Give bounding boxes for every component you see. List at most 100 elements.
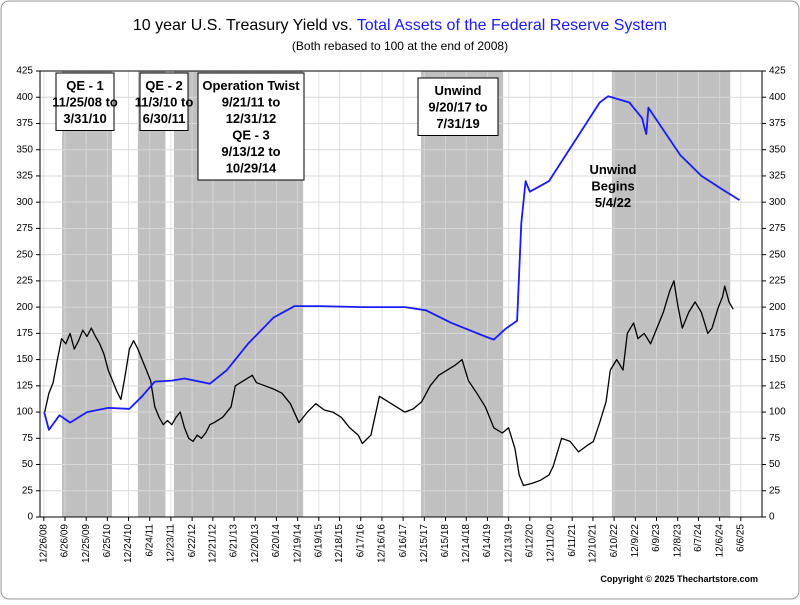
x-tick-label: 12/23/11 [166, 524, 177, 563]
annotation-text: QE - 3 [232, 128, 270, 143]
y2-tick-label: 225 [769, 276, 786, 287]
annotation-box [197, 72, 305, 181]
y2-tick-label: 425 [769, 66, 786, 77]
plot-border [39, 70, 763, 518]
y2-tick-label: 275 [769, 223, 786, 234]
annotation-text: Unwind [435, 83, 482, 98]
annotation-box [139, 72, 189, 131]
annotation-text: 9/13/12 to [221, 144, 280, 159]
annotation-text: 6/30/11 [143, 111, 186, 126]
y2-tick-label: 200 [769, 302, 786, 313]
x-tick-label: 12/16/16 [377, 524, 388, 563]
y2-tick-label: 0 [769, 512, 775, 523]
x-tick-label: 12/19/14 [292, 524, 303, 563]
y2-tick-label: 400 [769, 92, 786, 103]
y2-tick-label: 325 [769, 171, 786, 182]
y2-tick-label: 300 [769, 197, 786, 208]
y-tick-label: 275 [16, 223, 33, 234]
x-tick-label: 6/10/22 [609, 524, 620, 558]
y-tick-label: 150 [16, 354, 33, 365]
y-tick-label: 175 [16, 328, 33, 339]
x-tick-label: 6/21/13 [229, 524, 240, 558]
y-tick-label: 350 [16, 144, 33, 155]
x-tick-label: 12/11/20 [546, 524, 557, 563]
y-tick-label: 400 [16, 92, 33, 103]
y-tick-label: 75 [22, 433, 34, 444]
x-tick-label: 6/25/10 [102, 524, 113, 558]
y-tick-label: 375 [16, 118, 33, 129]
annotation-text: 11/25/08 to [52, 95, 118, 110]
x-tick-label: 12/25/09 [81, 524, 92, 563]
y-tick-label: 50 [22, 459, 34, 470]
annotation-text: 11/3/10 to [135, 95, 194, 110]
annotation-text: Unwind [590, 162, 637, 177]
y-tick-label: 250 [16, 249, 33, 260]
x-tick-label: 12/15/17 [419, 524, 430, 563]
chart-title: 10 year U.S. Treasury Yield vs. Total As… [133, 17, 667, 34]
x-tick-label: 12/14/18 [461, 524, 472, 563]
y-tick-label: 25 [22, 485, 34, 496]
y2-tick-label: 125 [769, 380, 786, 391]
shaded-band [612, 71, 731, 517]
copyright: Copyright © 2025 Thechartstore.com [600, 574, 758, 584]
x-tick-label: 6/7/24 [693, 524, 704, 552]
x-tick-label: 12/13/19 [503, 524, 514, 563]
y2-tick-label: 100 [769, 407, 786, 418]
x-tick-label: 12/9/22 [630, 524, 641, 558]
series-line [43, 95, 740, 431]
x-tick-label: 6/12/20 [524, 524, 535, 558]
x-tick-label: 6/14/19 [482, 524, 493, 558]
y-tick-label: 325 [16, 171, 33, 182]
x-tick-label: 6/15/18 [440, 524, 451, 558]
x-tick-label: 6/6/25 [735, 524, 746, 552]
x-tick-label: 6/17/16 [355, 524, 366, 558]
x-tick-label: 6/19/15 [313, 524, 324, 558]
y-tick-label: 300 [16, 197, 33, 208]
shaded-band [62, 71, 113, 517]
x-tick-label: 12/26/08 [38, 524, 49, 563]
title-part: 10 year U.S. Treasury Yield vs. [133, 17, 353, 34]
x-tick-label: 12/18/15 [334, 524, 345, 563]
x-tick-label: 6/11/21 [567, 524, 578, 557]
annotation-text: 7/31/19 [436, 116, 479, 131]
shaded-band [420, 71, 504, 517]
x-tick-label: 6/22/12 [187, 524, 198, 558]
y2-tick-label: 250 [769, 249, 786, 260]
y-tick-label: 125 [16, 380, 33, 391]
annotation-text: Operation Twist [202, 78, 300, 93]
y-tick-label: 100 [16, 407, 33, 418]
y-tick-label: 425 [16, 66, 33, 77]
shaded-band [137, 71, 166, 517]
x-tick-label: 12/21/12 [208, 524, 219, 563]
y2-tick-label: 50 [769, 459, 781, 470]
y-tick-label: 225 [16, 276, 33, 287]
annotation-text: 5/4/22 [595, 195, 631, 210]
title-part: Total Assets of the Federal Reserve Syst… [357, 17, 667, 34]
x-tick-label: 6/9/23 [651, 524, 662, 552]
x-tick-label: 6/26/09 [60, 524, 71, 558]
annotation-box [55, 72, 115, 131]
y2-tick-label: 150 [769, 354, 786, 365]
annotation-text: 9/20/17 to [428, 100, 487, 115]
y-tick-label: 0 [27, 512, 33, 523]
y2-tick-label: 350 [769, 144, 786, 155]
x-tick-label: 12/6/24 [714, 524, 725, 558]
annotation-text: 10/29/14 [226, 161, 277, 176]
x-tick-label: 6/16/17 [398, 524, 409, 558]
annotation-text: 3/31/10 [63, 111, 106, 126]
x-tick-label: 12/20/13 [250, 524, 261, 563]
x-tick-label: 12/10/21 [588, 524, 599, 563]
x-tick-label: 6/20/14 [271, 524, 282, 558]
series-line [44, 280, 734, 487]
annotation-box [417, 77, 499, 136]
x-tick-label: 12/24/10 [123, 524, 134, 563]
chart-subtitle: (Both rebased to 100 at the end of 2008) [292, 39, 508, 53]
y2-tick-label: 175 [769, 328, 786, 339]
annotation-text: QE - 1 [66, 78, 104, 93]
x-tick-label: 6/24/11 [144, 524, 155, 557]
x-tick-label: 12/8/23 [672, 524, 683, 558]
y2-tick-label: 375 [769, 118, 786, 129]
annotation-text: 9/21/11 to [222, 95, 281, 110]
y-tick-label: 200 [16, 302, 33, 313]
